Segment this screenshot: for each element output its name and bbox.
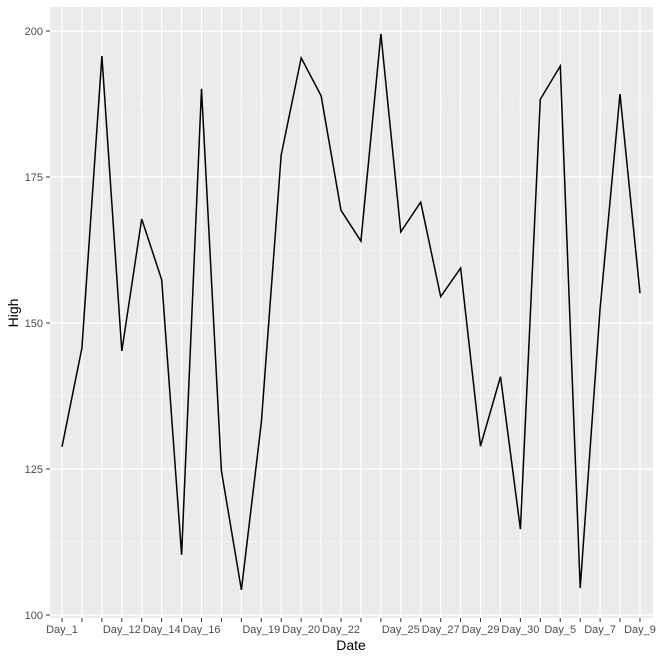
x-tick-label: Day_16 <box>183 624 221 636</box>
x-tick-label: Day_30 <box>501 624 539 636</box>
data-line <box>61 33 641 591</box>
panel-background <box>50 7 653 618</box>
y-axis: 100 125 150 175 200 <box>25 26 50 622</box>
x-tick-label: Day_25 <box>382 624 420 636</box>
x-tick-label: Day_14 <box>143 624 181 636</box>
x-tick-label: Day_9 <box>624 624 656 636</box>
y-tick-label: 200 <box>25 26 43 38</box>
y-tick-label: 100 <box>25 610 43 622</box>
x-tick-label: Day_19 <box>242 624 280 636</box>
major-gridlines <box>50 7 653 618</box>
x-tick-label: Day_12 <box>103 624 141 636</box>
y-axis-title: High <box>5 299 21 328</box>
y-tick-label: 150 <box>25 318 43 330</box>
x-tick-label: Day_29 <box>462 624 500 636</box>
x-tick-label: Day_22 <box>322 624 360 636</box>
x-axis: Day_1 Day_12 Day_14 Day_16 Day_19 Day_20 Day_2… <box>46 618 656 636</box>
minor-gridlines <box>50 103 653 543</box>
x-axis-title: Date <box>336 637 366 653</box>
x-tick-label: Day_7 <box>584 624 616 636</box>
y-tick-label: 125 <box>25 464 43 476</box>
y-tick-label: 175 <box>25 172 43 184</box>
x-tick-label: Day_27 <box>422 624 460 636</box>
x-tick-label: Day_5 <box>544 624 576 636</box>
x-tick-label: Day_1 <box>46 624 78 636</box>
x-tick-label: Day_20 <box>282 624 320 636</box>
